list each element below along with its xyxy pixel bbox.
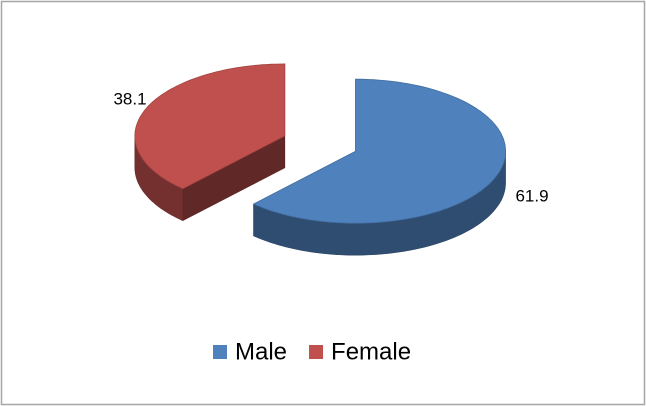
legend-label: Male bbox=[235, 338, 287, 365]
pie-slice bbox=[134, 63, 286, 190]
legend-label: Female bbox=[331, 338, 411, 365]
pie-slice bbox=[252, 78, 506, 224]
data-label: 61.9 bbox=[515, 186, 548, 205]
legend-swatch bbox=[309, 345, 324, 359]
data-label: 38.1 bbox=[113, 89, 146, 108]
legend-swatch bbox=[213, 345, 227, 359]
